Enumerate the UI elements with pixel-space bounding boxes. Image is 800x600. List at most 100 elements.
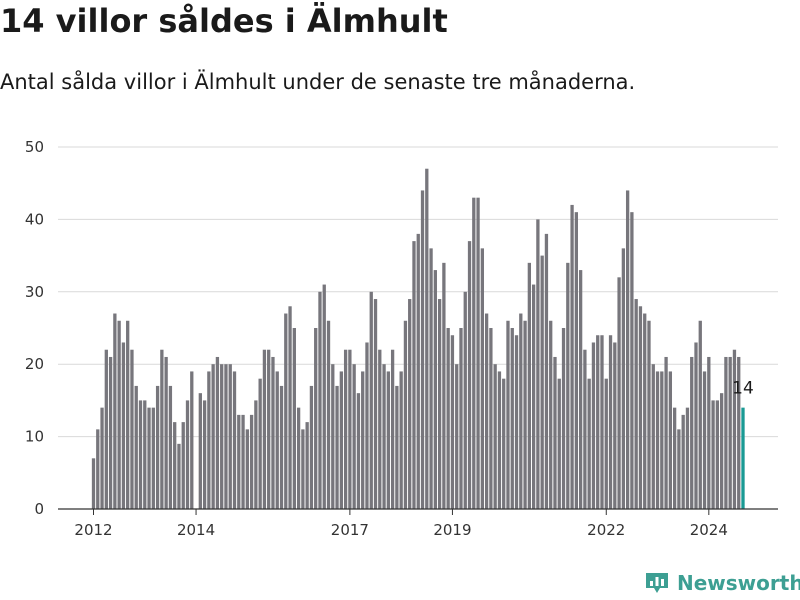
bar [672, 407, 677, 509]
bar [335, 385, 339, 509]
bar [655, 371, 660, 509]
bar [472, 197, 476, 509]
bar [134, 385, 138, 509]
bar [536, 219, 540, 509]
bar [352, 364, 356, 509]
bar [271, 356, 275, 509]
x-tick-label: 2019 [433, 521, 471, 539]
bar [463, 291, 467, 509]
bar [202, 400, 207, 509]
bar [677, 429, 681, 509]
bar [245, 429, 249, 509]
bar [155, 385, 160, 509]
latest-value-label: 14 [732, 379, 754, 399]
bar [587, 378, 591, 509]
bar [130, 349, 134, 509]
bar [322, 284, 326, 509]
bar [408, 299, 412, 509]
bar [318, 291, 322, 509]
bar [476, 197, 480, 509]
bar [570, 204, 574, 510]
bar [275, 371, 279, 509]
bar [279, 385, 284, 509]
bar [523, 320, 527, 509]
bar [732, 349, 737, 509]
bar [630, 212, 634, 509]
bar [719, 393, 724, 509]
bar [715, 400, 720, 509]
bar [497, 371, 502, 509]
bar [207, 371, 211, 509]
y-tick-label: 20 [25, 355, 44, 373]
bar [173, 422, 177, 509]
bar [390, 349, 395, 509]
bar [455, 364, 459, 509]
bar [160, 349, 164, 509]
bar [549, 320, 553, 509]
bar [373, 299, 378, 509]
bar [664, 356, 668, 509]
bar [267, 349, 271, 509]
bar [553, 356, 557, 509]
bar [361, 371, 365, 509]
brand-logo: Newsworthy [644, 570, 800, 596]
bar [506, 320, 510, 509]
bar [365, 342, 369, 509]
bar [96, 429, 100, 509]
bar [566, 262, 570, 509]
bar [198, 393, 202, 509]
bar [621, 248, 626, 510]
bar [181, 422, 185, 509]
bar [296, 407, 301, 509]
bar [108, 356, 113, 509]
y-tick-label: 30 [25, 283, 44, 301]
bar [326, 320, 331, 509]
bar [399, 371, 403, 509]
bars [91, 168, 745, 510]
bar [643, 313, 647, 509]
bar [707, 356, 711, 509]
bar [420, 190, 425, 509]
bar [237, 414, 241, 509]
bar [651, 364, 655, 509]
bar [314, 328, 318, 509]
bar [578, 270, 583, 509]
bar [702, 371, 707, 509]
bar [395, 385, 399, 509]
bar [634, 299, 638, 509]
bar [378, 349, 382, 509]
bar [583, 349, 587, 509]
bar [604, 378, 608, 509]
bar [339, 371, 343, 509]
x-tick-label: 2012 [74, 521, 112, 539]
bar [433, 270, 437, 509]
bar [228, 364, 232, 509]
axes [58, 508, 778, 515]
y-tick-label: 0 [34, 500, 44, 518]
bar [126, 320, 130, 509]
bar [527, 262, 531, 509]
bar [168, 385, 173, 509]
bar [249, 414, 254, 509]
bar [442, 262, 446, 509]
bar [728, 356, 732, 509]
bar [386, 371, 390, 509]
x-tick-label: 2024 [690, 521, 728, 539]
bar-latest [741, 407, 745, 509]
bar [104, 349, 108, 509]
bar [284, 313, 288, 509]
bar [737, 356, 741, 509]
bar [681, 414, 685, 509]
bar [147, 407, 151, 509]
x-tick-label: 2014 [177, 521, 215, 539]
page-title: 14 villor såldes i Älmhult [0, 2, 448, 40]
bar [450, 335, 455, 509]
bar [292, 328, 296, 509]
bar [190, 371, 194, 509]
bar [489, 328, 493, 509]
bar [724, 356, 728, 509]
bar [596, 335, 600, 509]
bar [254, 400, 258, 509]
bar [480, 248, 484, 510]
